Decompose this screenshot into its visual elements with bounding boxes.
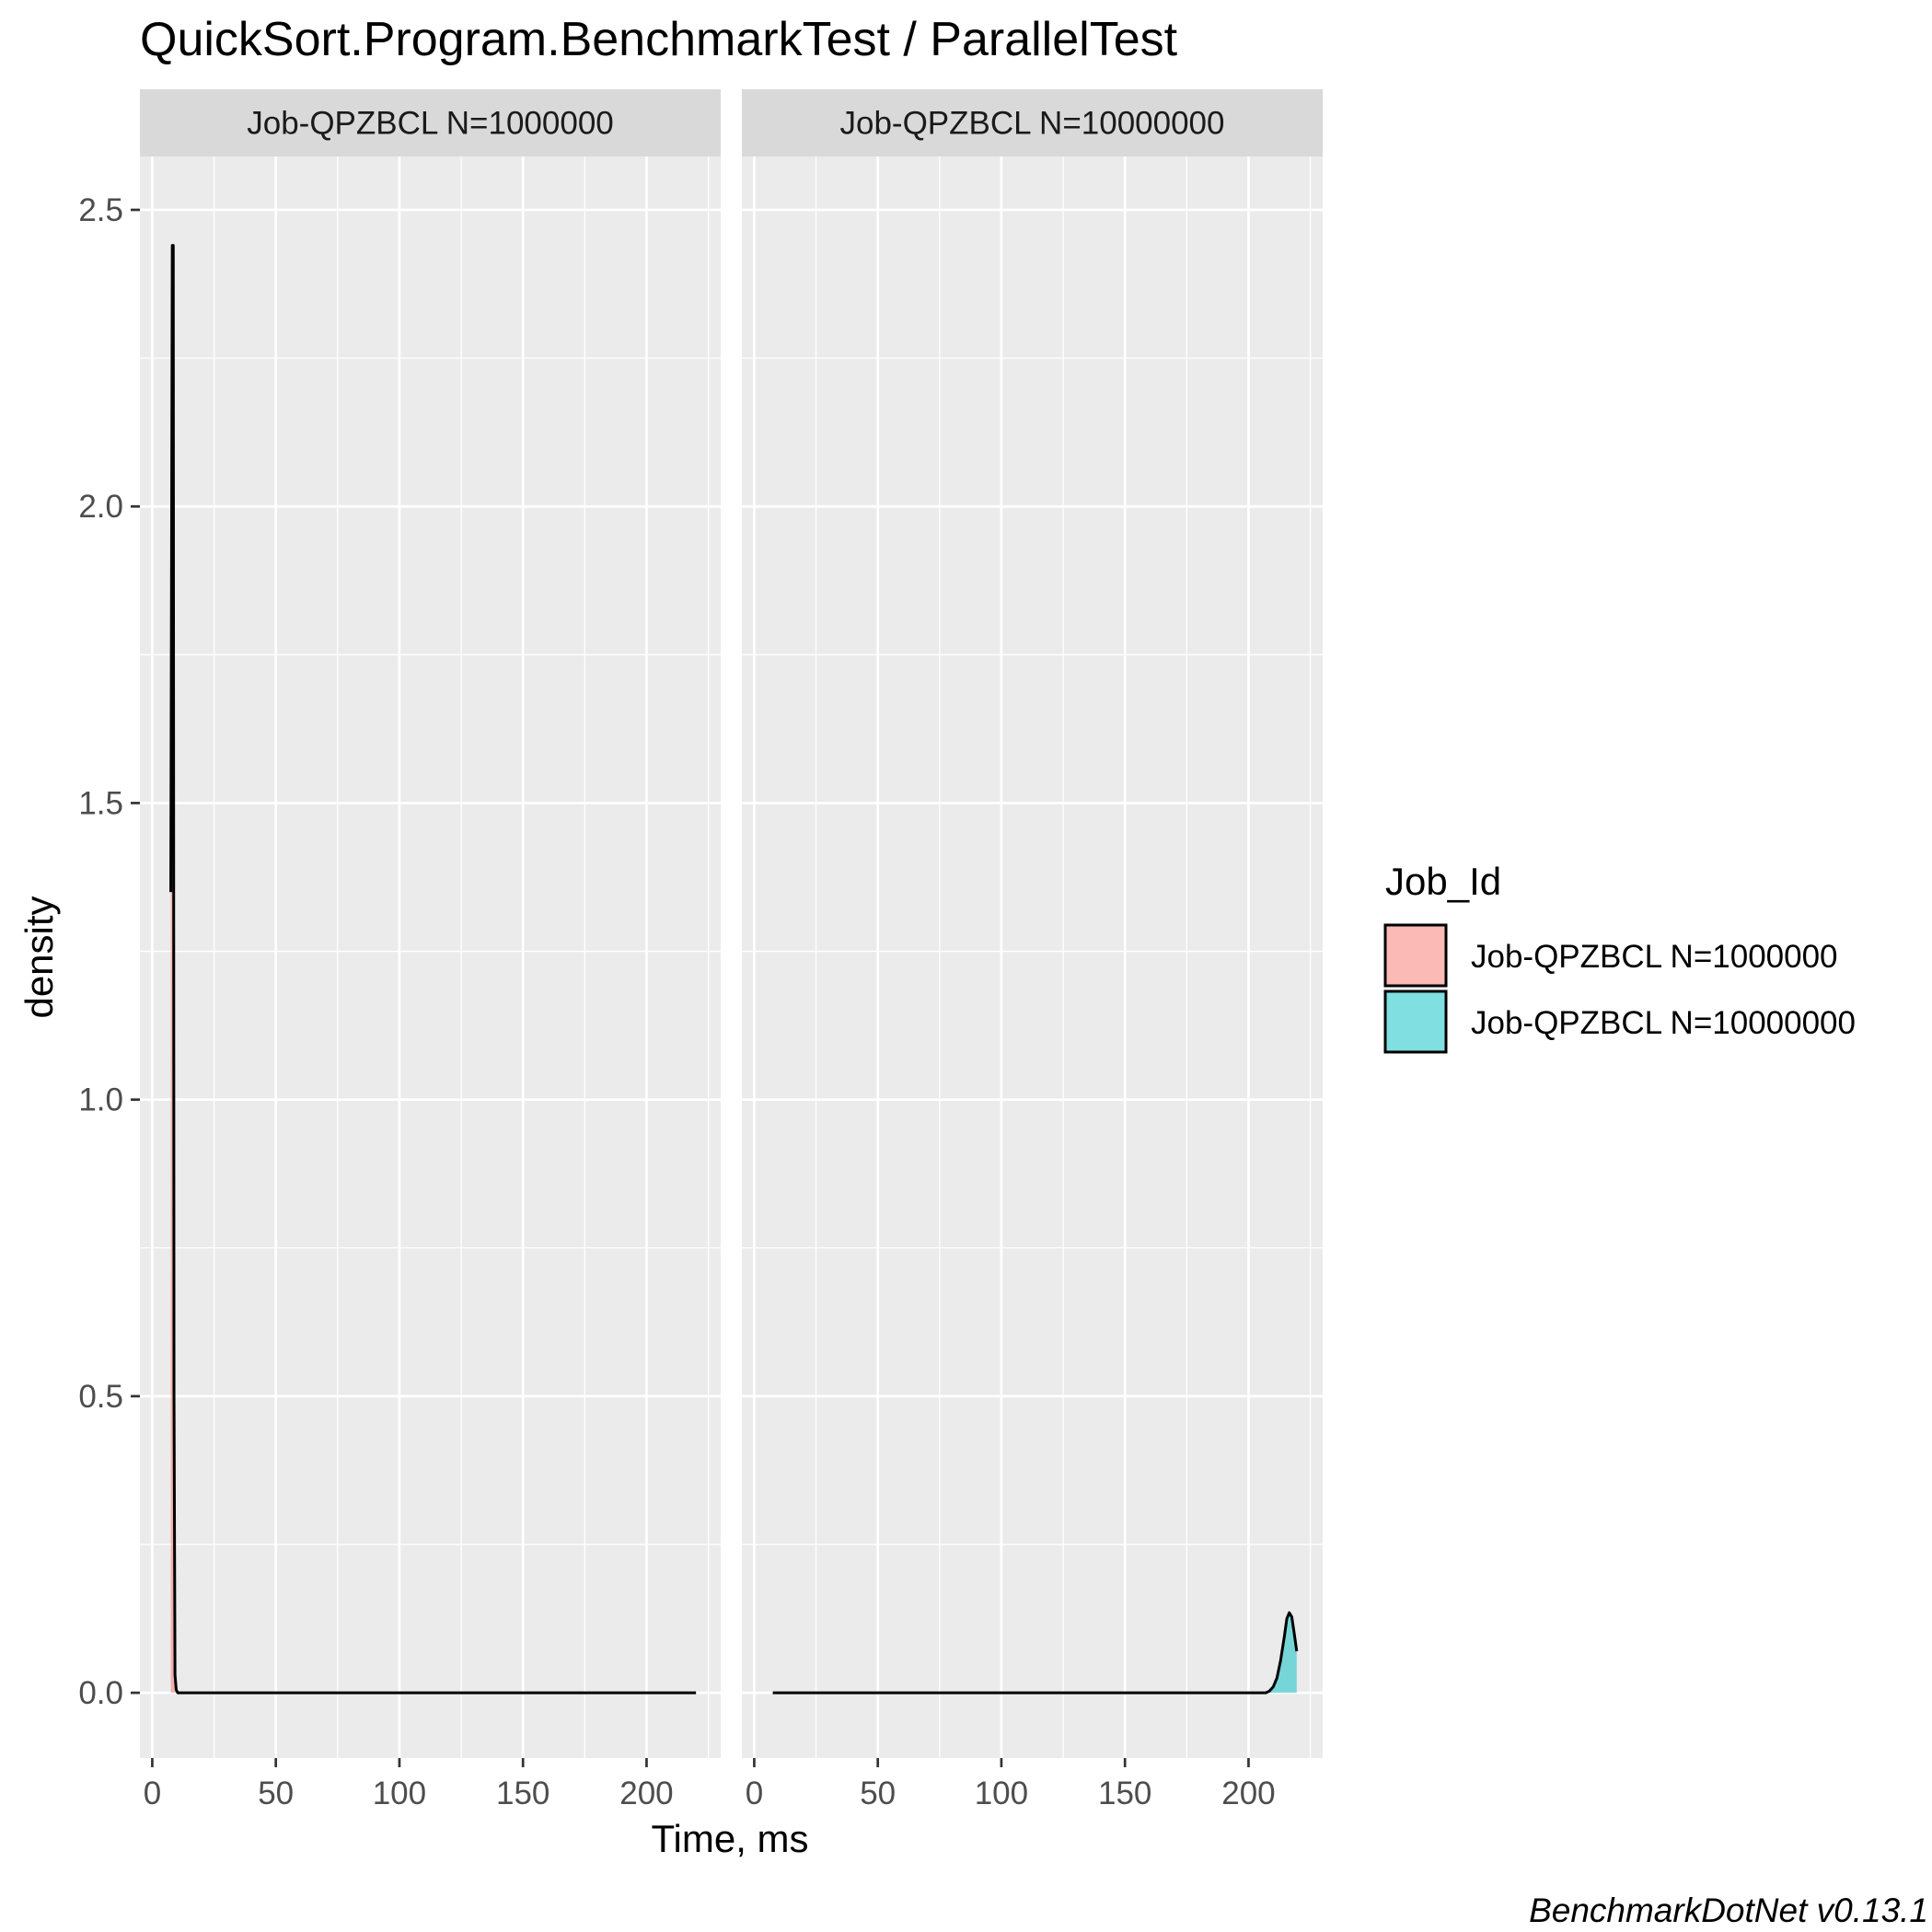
x-tick-label: 200 xyxy=(1221,1776,1275,1811)
panel-background xyxy=(742,156,1323,1758)
panels-layer: Job-QPZBCL N=1000000 Job-QPZBCL N=1000000… xyxy=(140,89,1323,1758)
chart-title: QuickSort.Program.BenchmarkTest / Parall… xyxy=(140,13,1178,66)
density-line xyxy=(772,1611,1299,1695)
density-line xyxy=(169,244,697,1695)
y-tick-label: 2.0 xyxy=(78,489,123,525)
legend: Job_Id Job-QPZBCL N=1000000 Job-QPZBCL N=… xyxy=(1383,860,1856,1054)
x-tick-label: 100 xyxy=(373,1776,426,1811)
y-axis-title: density xyxy=(17,896,61,1018)
chart-caption: BenchmarkDotNet v0.13.1 xyxy=(1529,1892,1928,1929)
legend-key xyxy=(1383,989,1448,1054)
facet-strip xyxy=(742,89,1323,156)
x-tick-label: 150 xyxy=(496,1776,550,1811)
y-tick-label: 0.5 xyxy=(78,1379,123,1415)
axes-layer: 0 50 100 150 200 0 50 100 150 200 0.0 0.5 1.0 1.5 2.0 2… xyxy=(78,192,1275,1811)
x-tick-label: 0 xyxy=(144,1776,161,1811)
facet-panel: Job-QPZBCL N=1000000 xyxy=(140,89,721,1758)
x-tick-label: 50 xyxy=(258,1776,294,1811)
facet-strip-label: Job-QPZBCL N=10000000 xyxy=(840,106,1225,142)
x-tick-label: 200 xyxy=(619,1776,673,1811)
legend-title: Job_Id xyxy=(1385,860,1501,903)
y-tick-label: 0.0 xyxy=(78,1675,123,1711)
x-tick-label: 100 xyxy=(975,1776,1028,1811)
x-axis-title: Time, ms xyxy=(651,1817,808,1860)
facet-panel: Job-QPZBCL N=10000000 xyxy=(742,89,1323,1758)
y-tick-label: 1.0 xyxy=(78,1082,123,1118)
density-area xyxy=(1266,1613,1297,1694)
x-tick-label: 150 xyxy=(1098,1776,1151,1811)
x-tick-label: 0 xyxy=(746,1776,763,1811)
legend-label: Job-QPZBCL N=10000000 xyxy=(1471,1005,1856,1041)
x-tick-label: 50 xyxy=(860,1776,896,1811)
facet-strip-label: Job-QPZBCL N=1000000 xyxy=(247,106,614,142)
facet-strip xyxy=(140,89,721,156)
y-tick-label: 1.5 xyxy=(78,785,123,821)
legend-label: Job-QPZBCL N=1000000 xyxy=(1471,939,1838,975)
legend-key xyxy=(1383,923,1448,988)
panel-background xyxy=(140,156,721,1758)
y-tick-label: 2.5 xyxy=(78,192,123,228)
